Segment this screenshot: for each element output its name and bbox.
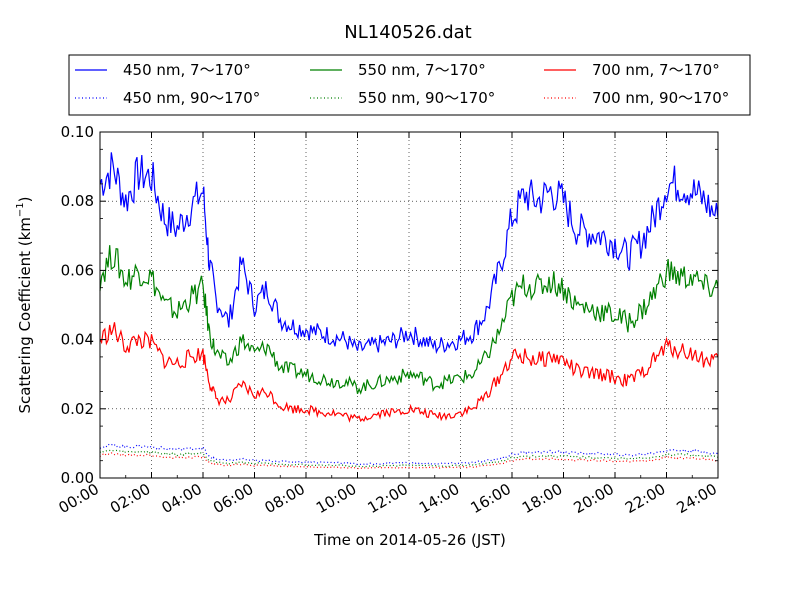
series-line-0 <box>99 152 719 355</box>
y-axis-label-main: Scattering Coefficient (km <box>16 217 34 413</box>
y-axis-label-superscript: −1 <box>15 202 26 217</box>
chart-title: NL140526.dat <box>344 22 471 43</box>
legend-label-3: 450 nm, 90～170° <box>123 89 260 107</box>
y-tick-label: 0.10 <box>61 123 94 141</box>
y-tick-label: 0.08 <box>61 192 94 210</box>
legend: 450 nm, 7～170° 550 nm, 7～170° 700 nm, 7～17… <box>68 54 751 116</box>
y-tick-label: 0.00 <box>61 469 94 487</box>
y-tick-label: 0.06 <box>61 261 94 279</box>
legend-label-1: 550 nm, 7～170° <box>358 61 486 79</box>
x-axis-label: Time on 2014-05-26 (JST) <box>313 531 506 549</box>
y-axis-label-close: ) <box>16 196 34 202</box>
legend-box <box>68 54 751 116</box>
legend-entries: 450 nm, 7～170° 550 nm, 7～170° 700 nm, 7～17… <box>75 61 729 107</box>
series-line-5 <box>99 452 719 470</box>
series-line-4 <box>99 449 719 468</box>
legend-label-2: 700 nm, 7～170° <box>592 61 720 79</box>
legend-label-0: 450 nm, 7～170° <box>123 61 251 79</box>
series-line-3 <box>99 443 719 466</box>
y-axis-label: Scattering Coefficient (km−1) <box>15 196 34 413</box>
y-tick-label: 0.02 <box>61 400 94 418</box>
legend-label-5: 700 nm, 90～170° <box>592 89 729 107</box>
series-line-1 <box>99 245 719 395</box>
y-tick-label: 0.04 <box>61 331 94 349</box>
series-layer <box>99 152 719 470</box>
series-line-2 <box>99 322 719 423</box>
grid <box>100 132 718 478</box>
legend-label-4: 550 nm, 90～170° <box>358 89 495 107</box>
